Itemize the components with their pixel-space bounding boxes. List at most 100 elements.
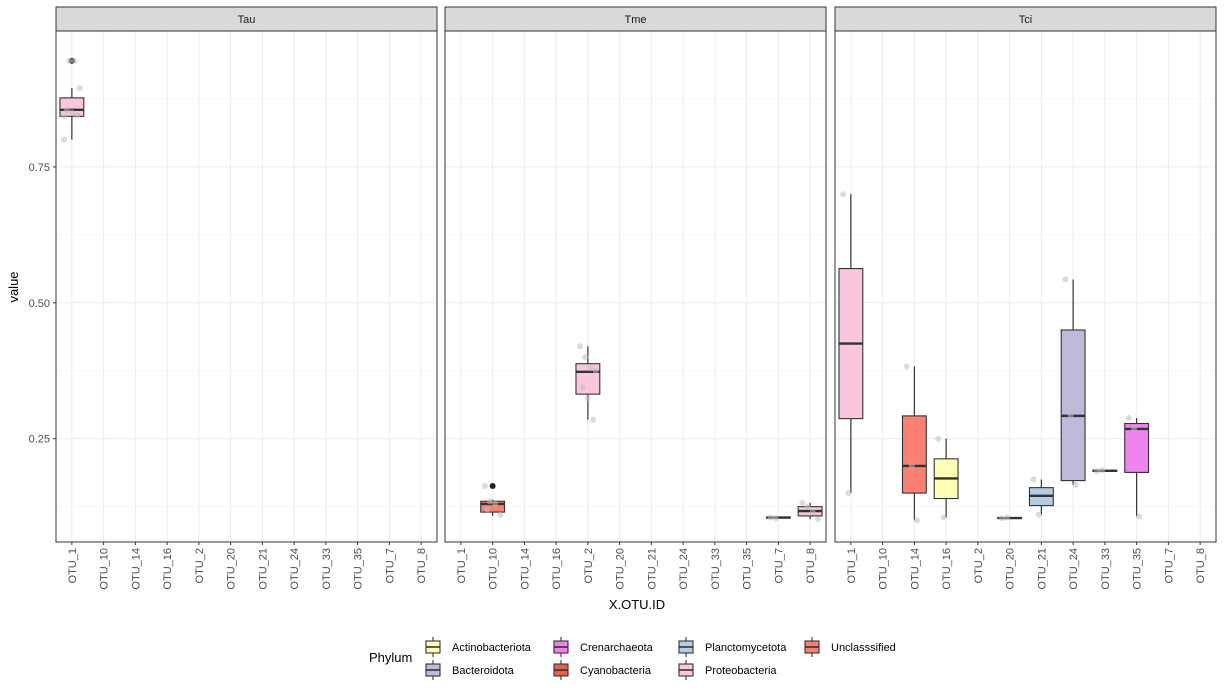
facet-panel: Tci OTU_1 OTU_10 OTU_14 OTU_16 OTU_2 OTU_20 OTU…	[834, 6, 1217, 590]
x-tick-label: OTU_10	[99, 548, 111, 590]
facet-strip-label: Tme	[625, 14, 647, 26]
facet-strip-label: Tau	[238, 14, 256, 26]
jitter-point	[61, 136, 68, 143]
x-tick-label: OTU_2	[583, 548, 595, 583]
facet-strip	[444, 6, 827, 32]
x-tick-label: OTU_21	[1036, 548, 1048, 590]
x-tick-label: OTU_35	[1132, 548, 1144, 590]
x-axis-label: X.OTU.ID	[609, 597, 665, 612]
y-tick-label: 0.75	[29, 162, 50, 174]
x-tick-label: OTU_33	[1100, 548, 1112, 590]
jitter-point	[487, 498, 494, 505]
y-tick-label: 0.25	[29, 434, 50, 446]
x-tick-label: OTU_10	[488, 548, 500, 590]
x-tick-label: OTU_1	[846, 548, 858, 583]
x-tick-label: OTU_7	[384, 548, 396, 583]
outlier-point	[489, 483, 496, 490]
facet-strip	[55, 6, 438, 32]
jitter-point	[587, 365, 594, 372]
box-otu_24	[1060, 279, 1086, 485]
facet-panel: Tme OTU_1 OTU_10 OTU_14 OTU_16 OTU_2 OTU_20 OTU…	[444, 6, 827, 590]
jitter-point	[845, 490, 852, 497]
jitter-point	[590, 416, 597, 423]
x-tick-label: OTU_16	[162, 548, 174, 590]
legend-item: Crenarchaeota	[553, 637, 654, 657]
x-tick-label: OTU_2	[194, 548, 206, 583]
jitter-point	[1094, 468, 1101, 475]
jitter-point	[1004, 514, 1011, 521]
legend-item: Cyanobacteria	[553, 660, 652, 680]
jitter-point	[913, 517, 920, 524]
x-tick-label: OTU_16	[551, 548, 563, 590]
x-tick-label: OTU_1	[67, 548, 79, 583]
jitter-point	[484, 506, 491, 513]
jitter-point	[767, 514, 774, 521]
jitter-point	[908, 462, 915, 469]
box-otu_14	[901, 366, 927, 521]
x-tick-label: OTU_14	[519, 548, 531, 590]
x-tick-label: OTU_14	[909, 548, 921, 590]
box-body	[901, 415, 927, 494]
box-otu_16	[933, 438, 959, 518]
box-body	[1060, 329, 1086, 482]
legend-item: Bacteroidota	[425, 660, 515, 680]
x-tick-label: OTU_24	[289, 548, 301, 590]
x-tick-label: OTU_8	[805, 548, 817, 583]
x-tick-label: OTU_20	[615, 548, 627, 590]
y-tick-label: 0.50	[29, 298, 50, 310]
box-otu_1	[838, 194, 864, 494]
facet-panel: Tau OTU_1 OTU_10 OTU_14 OTU_16 OTU_2 OTU_20 OTU…	[55, 6, 438, 590]
jitter-point	[579, 384, 586, 391]
jitter-point	[584, 394, 591, 401]
x-tick-label: OTU_33	[321, 548, 333, 590]
x-tick-label: OTU_33	[710, 548, 722, 590]
legend: Phylum Actinobacteriota Bacteroidota Crena…	[369, 637, 896, 680]
facet-panels: 0.25 0.50 0.75 Tau OTU_1 OTU_10 OTU_14 OTU_16 OT…	[29, 6, 1217, 590]
x-tick-label: OTU_35	[742, 548, 754, 590]
panel-border	[444, 30, 827, 543]
x-tick-label: OTU_16	[941, 548, 953, 590]
legend-label: Bacteroidota	[452, 665, 515, 677]
x-tick-label: OTU_21	[257, 548, 269, 590]
x-tick-label: OTU_14	[130, 548, 142, 590]
x-tick-label: OTU_24	[678, 548, 690, 590]
legend-title: Phylum	[369, 650, 412, 665]
legend-label: Proteobacteria	[705, 665, 777, 677]
x-tick-label: OTU_21	[646, 548, 658, 590]
legend-label: Unclasssified	[831, 642, 896, 654]
panel-border	[834, 30, 1217, 543]
legend-item: Planctomycetota	[678, 637, 787, 657]
jitter-point	[66, 57, 73, 64]
legend-label: Planctomycetota	[705, 642, 787, 654]
jitter-point	[1136, 513, 1143, 520]
jitter-point	[814, 516, 821, 523]
jitter-point	[1125, 415, 1132, 422]
facet-strip-label: Tci	[1019, 14, 1032, 26]
jitter-point	[71, 57, 78, 64]
jitter-point	[804, 503, 811, 510]
x-tick-label: OTU_1	[456, 548, 468, 583]
jitter-point	[772, 515, 779, 522]
panel-border	[55, 30, 438, 543]
x-tick-label: OTU_7	[1163, 548, 1175, 583]
jitter-point	[492, 500, 499, 507]
legend-item: Proteobacteria	[678, 660, 777, 680]
x-tick-label: OTU_7	[773, 548, 785, 583]
box-otu_35	[1124, 418, 1150, 517]
jitter-point	[840, 191, 847, 198]
jitter-point	[1035, 511, 1042, 518]
jitter-point	[998, 515, 1005, 522]
x-tick-label: OTU_8	[416, 548, 428, 583]
x-tick-label: OTU_2	[973, 548, 985, 583]
jitter-point	[903, 363, 910, 370]
legend-item: Unclasssified	[804, 637, 896, 657]
x-tick-label: OTU_10	[878, 548, 890, 590]
legend-label: Cyanobacteria	[580, 665, 652, 677]
jitter-point	[582, 354, 589, 361]
jitter-point	[61, 113, 68, 120]
jitter-point	[799, 499, 806, 506]
jitter-point	[1062, 276, 1069, 283]
legend-label: Actinobacteriota	[452, 642, 532, 654]
y-axis-label: value	[6, 271, 21, 302]
